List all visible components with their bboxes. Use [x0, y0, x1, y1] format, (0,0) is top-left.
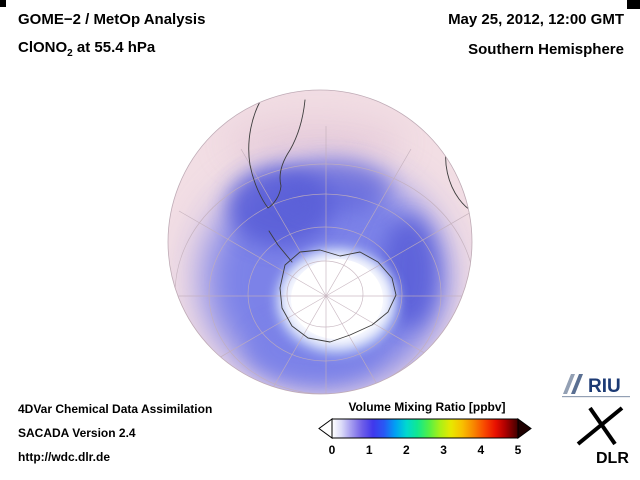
riu-logo-slash-icon	[563, 374, 575, 394]
africa-coastline	[445, 140, 472, 213]
riu-logo-slash2-icon	[571, 374, 583, 394]
riu-logo: RIU	[562, 374, 630, 398]
pressure-level: at 55.4 hPa	[72, 39, 156, 56]
colorbar-right-arrow	[517, 418, 532, 439]
clono2-field	[168, 90, 472, 394]
colorbar-title: Volume Mixing Ratio [ppbv]	[348, 400, 506, 414]
field-deep-blue-north	[280, 161, 390, 213]
colorbar-tick: 1	[365, 443, 373, 457]
data-url-text: http://wdc.dlr.de	[18, 450, 110, 464]
colorbar-ticks: 0 1 2 3 4 5	[318, 443, 536, 459]
species-subscript: 2	[67, 48, 73, 59]
colorbar-tick: 5	[514, 443, 522, 457]
antarctica-coastline	[279, 249, 397, 343]
credits-block: 4DVar Chemical Data Assimilation SACADA …	[18, 397, 212, 469]
antarctic-peninsula-coastline	[268, 230, 293, 263]
version-label: SACADA Version 2.4	[18, 426, 136, 440]
colorbar-tick: 3	[440, 443, 447, 457]
dlr-logo: DLR	[576, 406, 629, 466]
colorbar-gradient	[331, 418, 519, 439]
riu-logo-underline	[562, 396, 630, 398]
field-white-core	[291, 259, 383, 339]
field-pink-streak	[227, 116, 403, 168]
coastlines	[248, 97, 472, 343]
colorbar-left-arrow	[318, 418, 333, 439]
hemisphere-globe-plot	[167, 89, 473, 395]
product-title: GOME−2 / MetOp Analysis	[18, 11, 206, 28]
south-america-coastline	[248, 97, 306, 209]
colorbar-gradient-bar	[318, 418, 532, 439]
colorbar: Volume Mixing Ratio [ppbv] 0 1 2 3 4 5	[318, 400, 536, 459]
graticule	[168, 126, 472, 394]
assimilation-credit: 4DVar Chemical Data Assimilation	[18, 402, 213, 416]
species-name: ClONO	[18, 39, 68, 56]
riu-logo-text: RIU	[588, 376, 621, 397]
dlr-logo-text: DLR	[596, 450, 629, 466]
hemisphere-label: Southern Hemisphere	[468, 41, 624, 58]
registration-mark-top-right	[627, 0, 640, 9]
dlr-wing-icon	[576, 406, 624, 446]
colorbar-tick: 4	[477, 443, 485, 457]
registration-mark-top-left	[0, 0, 6, 7]
analysis-datetime: May 25, 2012, 12:00 GMT	[448, 11, 624, 28]
colorbar-tick: 0	[328, 443, 336, 457]
species-level-title: ClONO2 at 55.4 hPa	[18, 39, 155, 59]
globe-limb	[167, 89, 473, 395]
colorbar-tick: 2	[403, 443, 410, 457]
